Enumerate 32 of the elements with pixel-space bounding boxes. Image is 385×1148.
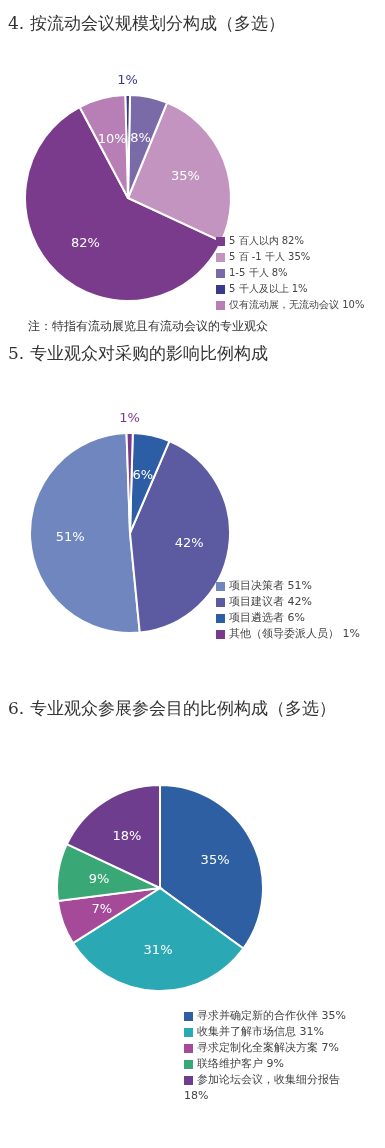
data-label: 6%: [132, 466, 154, 482]
legend-label: 5 百人以内 82%: [229, 235, 304, 246]
data-label: 10%: [97, 130, 127, 146]
data-label: 8%: [130, 129, 151, 145]
legend-label: 项目遴选者 6%: [229, 611, 305, 624]
legend-label: 寻求并确定新的合作伙伴 35%: [197, 1009, 346, 1022]
legend-label: 联络维护客户 9%: [197, 1057, 284, 1070]
legend-label: 收集并了解市场信息 31%: [197, 1025, 324, 1038]
legend-label: 参加论坛会议，收集细分报告 18%: [184, 1073, 340, 1102]
chart-title: 4. 按流动会议规模划分构成（多选）: [8, 12, 286, 35]
data-label: 1%: [117, 71, 138, 87]
legend-label: 其他（领导委派人员） 1%: [229, 627, 360, 640]
legend-label: 5 千人及以上 1%: [229, 283, 308, 294]
data-label: 42%: [174, 534, 204, 550]
data-label: 35%: [171, 167, 200, 183]
data-label: 18%: [112, 828, 142, 844]
chart-title: 5. 专业观众对采购的影响比例构成: [8, 342, 269, 365]
text: 注：特指有流动展览且有流动会议的专业观众: [27, 318, 269, 335]
data-label: 7%: [91, 901, 113, 917]
legend-label: 寻求定制化全案解决方案 7%: [197, 1041, 339, 1054]
legend-label: 项目建议者 42%: [229, 595, 312, 608]
data-label: 35%: [200, 852, 230, 868]
data-label: 51%: [55, 529, 85, 545]
data-label: 1%: [119, 409, 140, 425]
chart-title: 6. 专业观众参展参会目的比例构成（多选）: [8, 697, 337, 720]
legend-label: 5 百 -1 千人 35%: [229, 251, 311, 262]
data-label: 31%: [143, 942, 173, 958]
legend-label: 仅有流动展，无流动会议 10%: [229, 299, 365, 310]
legend-label: 项目决策者 51%: [229, 579, 312, 592]
data-label: 9%: [88, 870, 110, 886]
legend-label: 1-5 千人 8%: [229, 267, 288, 278]
data-label: 82%: [71, 235, 100, 251]
